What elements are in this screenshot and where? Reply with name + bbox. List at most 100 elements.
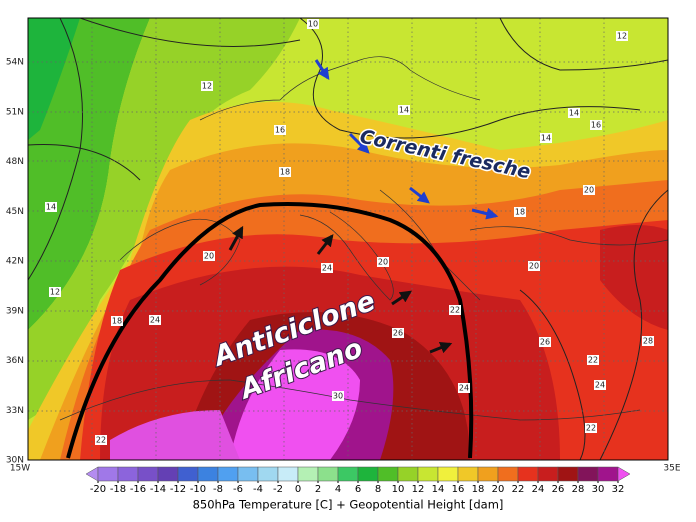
contour-label: 22 (96, 436, 106, 445)
colorbar-tick-label: 14 (432, 484, 445, 495)
contour-label-box (539, 337, 551, 347)
contour-label-box (398, 105, 410, 115)
contour-label-box (111, 316, 123, 326)
contour-label: 22 (588, 356, 598, 365)
colorbar-title: 850hPa Temperature [C] + Geopotential He… (193, 498, 504, 512)
colorbar-box (337, 466, 359, 482)
colorbar-tick-label: -8 (213, 484, 223, 495)
colorbar-tick-label: 20 (492, 484, 505, 495)
contour-label-box (528, 261, 540, 271)
contour-label: 28 (643, 337, 653, 346)
contour-label: 18 (515, 208, 525, 217)
colorbar: -20 -18 -16 -14 -12 -10 -8 -6 -4 -2 0 2 4 6 8 10 12 14 16 1… (85, 466, 631, 495)
lat-label: 39N (6, 306, 24, 316)
contour-label-box (274, 125, 286, 135)
contour-label: 20 (529, 262, 539, 271)
colorbar-tick-label: 24 (532, 484, 545, 495)
contour-label: 20 (378, 258, 388, 267)
colorbar-box (277, 466, 299, 482)
colorbar-tick-label: 6 (355, 484, 361, 495)
colorbar-tick-label: -4 (253, 484, 263, 495)
contour-label-box (95, 435, 107, 445)
contour-label-box (307, 19, 319, 29)
colorbar-tick-label: 16 (452, 484, 465, 495)
colorbar-tick-label: 28 (572, 484, 585, 495)
colorbar-tick-label: 10 (392, 484, 405, 495)
contour-label: 18 (280, 168, 290, 177)
lat-label: 36N (6, 356, 24, 366)
colorbar-box (197, 466, 219, 482)
contour-label: 30 (333, 392, 343, 401)
colorbar-tick-label: -10 (190, 484, 206, 495)
colorbar-box (537, 466, 559, 482)
colorbar-tick-label: 8 (375, 484, 381, 495)
colorbar-box (157, 466, 179, 482)
colorbar-tick-label: -6 (233, 484, 243, 495)
colorbar-tick-label: 32 (612, 484, 625, 495)
contour-label: 26 (393, 329, 403, 338)
contour-label: 14 (569, 109, 579, 118)
contour-label-box (449, 305, 461, 315)
contour-label: 24 (595, 381, 605, 390)
colorbar-box (457, 466, 479, 482)
contour-label-box (458, 383, 470, 393)
colorbar-tick-label: -12 (170, 484, 186, 495)
colorbar-tick-label: -2 (273, 484, 283, 495)
contour-label: 20 (204, 252, 214, 261)
colorbar-end (85, 466, 99, 482)
colorbar-box (517, 466, 539, 482)
contour-label-box (49, 287, 61, 297)
contour-label: 24 (150, 316, 160, 325)
lon-label: 15W (10, 464, 30, 474)
contour-label: 16 (275, 126, 285, 135)
ridge-line (66, 202, 474, 459)
colorbar-tick-label: -16 (130, 484, 146, 495)
contour-label: 12 (617, 32, 627, 41)
lat-label: 33N (6, 406, 24, 416)
contour-label: 26 (540, 338, 550, 347)
cold-arrows (314, 59, 499, 220)
colorbar-box (317, 466, 339, 482)
map-frame (27, 17, 669, 461)
colorbar-box (217, 466, 239, 482)
colorbar-box (357, 466, 379, 482)
colorbar-box (437, 466, 459, 482)
colorbar-tick-label: 2 (315, 484, 321, 495)
colorbar-box (117, 466, 139, 482)
colorbar-box (257, 466, 279, 482)
colorbar-box (597, 466, 619, 482)
colorbar-tick-label: 22 (512, 484, 525, 495)
contour-label-box (616, 31, 628, 41)
colorbar-box (497, 466, 519, 482)
colorbar-box (577, 466, 599, 482)
contour-label: 22 (586, 424, 596, 433)
contour-label-box (590, 120, 602, 130)
contour-label-box (585, 423, 597, 433)
contour-label: 18 (112, 317, 122, 326)
lat-label: 30N (6, 456, 24, 466)
colorbar-tick-label: -14 (150, 484, 166, 495)
contour-label-box (540, 133, 552, 143)
colorbar-box (137, 466, 159, 482)
colorbar-tick-label: 30 (592, 484, 605, 495)
lon-label: 35E (663, 464, 680, 474)
lat-labels: 54N 51N 48N 45N 42N 39N 36N 33N 30N (6, 58, 24, 466)
colorbar-tick-label: 26 (552, 484, 565, 495)
colorbar-tick-label: 4 (335, 484, 341, 495)
contour-label-box (332, 391, 344, 401)
colorbar-box (397, 466, 419, 482)
lat-label: 48N (6, 157, 24, 167)
colorbar-box (477, 466, 499, 482)
colorbar-tick-label: 18 (472, 484, 485, 495)
contour-label: 24 (322, 264, 332, 273)
contour-label: 22 (450, 306, 460, 315)
contour-label-box (392, 328, 404, 338)
contour-label-box (149, 315, 161, 325)
lat-label: 51N (6, 107, 24, 117)
contour-label: 14 (46, 203, 56, 212)
contour-label: 10 (308, 20, 318, 29)
contour-label-box (587, 355, 599, 365)
contour-label-box (583, 185, 595, 195)
colorbar-box (557, 466, 579, 482)
colorbar-box (237, 466, 259, 482)
